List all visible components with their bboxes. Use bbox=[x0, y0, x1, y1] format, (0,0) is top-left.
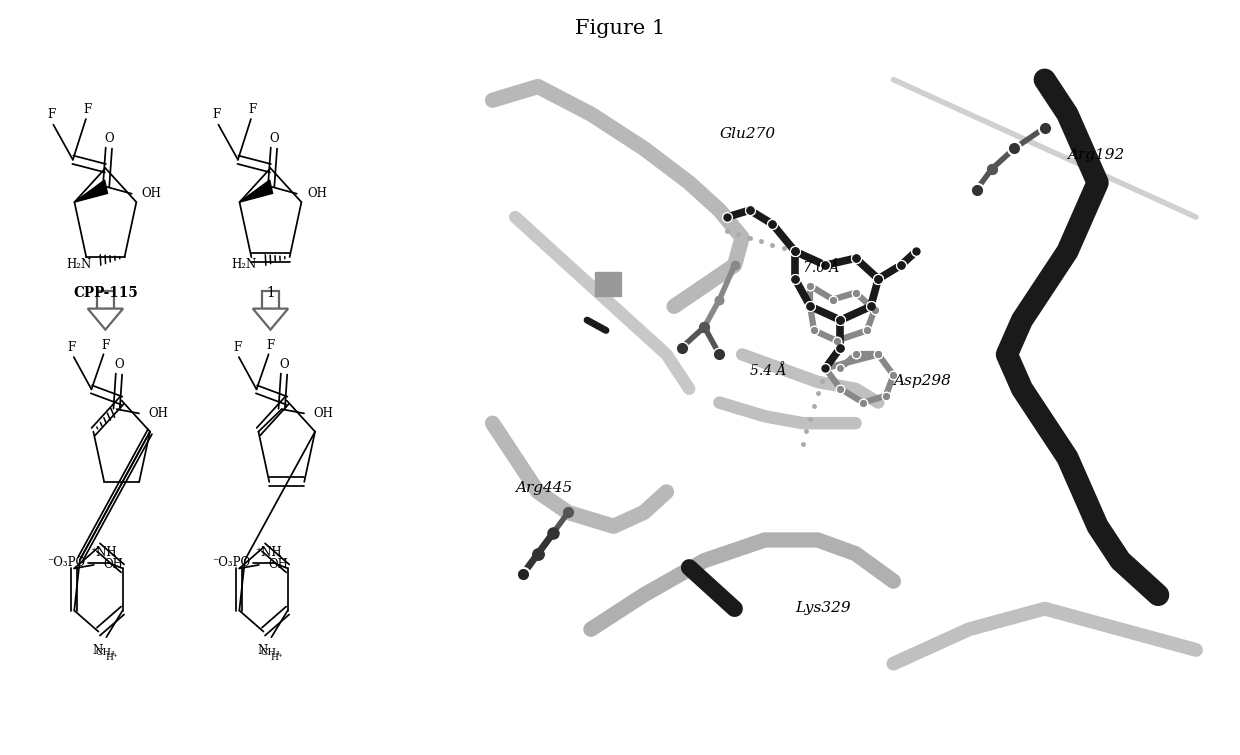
Text: H₂N: H₂N bbox=[67, 257, 92, 270]
Text: Figure 1: Figure 1 bbox=[575, 19, 665, 38]
Text: Arg192: Arg192 bbox=[1068, 148, 1125, 162]
Text: Glu270: Glu270 bbox=[719, 127, 775, 141]
Text: CH₃: CH₃ bbox=[95, 649, 115, 658]
Text: O: O bbox=[104, 132, 114, 146]
Text: CH₃: CH₃ bbox=[260, 649, 280, 658]
Text: F: F bbox=[249, 103, 257, 116]
Text: OH: OH bbox=[314, 407, 334, 420]
Polygon shape bbox=[97, 291, 114, 309]
Polygon shape bbox=[74, 180, 108, 202]
Text: Lys329: Lys329 bbox=[795, 601, 851, 615]
Text: ⁻O₃PO: ⁻O₃PO bbox=[47, 556, 84, 569]
Text: Asp298: Asp298 bbox=[893, 374, 951, 388]
Polygon shape bbox=[262, 291, 279, 309]
Polygon shape bbox=[253, 309, 288, 330]
Text: F: F bbox=[233, 341, 241, 354]
Text: F: F bbox=[102, 339, 109, 352]
Text: 7.0 Å: 7.0 Å bbox=[802, 261, 839, 275]
Text: F: F bbox=[212, 108, 221, 122]
Polygon shape bbox=[88, 309, 123, 330]
Text: OH: OH bbox=[308, 187, 327, 200]
Text: O: O bbox=[269, 132, 279, 146]
Text: H⁺: H⁺ bbox=[272, 652, 284, 661]
Text: OH: OH bbox=[268, 559, 288, 572]
Text: 1: 1 bbox=[267, 286, 275, 300]
Text: F: F bbox=[83, 103, 92, 116]
Text: O: O bbox=[279, 359, 289, 371]
Text: ⁺NH: ⁺NH bbox=[91, 547, 117, 559]
Text: OH: OH bbox=[141, 187, 161, 200]
Text: O: O bbox=[114, 359, 124, 371]
Polygon shape bbox=[239, 180, 273, 202]
Text: H⁺: H⁺ bbox=[105, 652, 119, 661]
Text: CPP-115: CPP-115 bbox=[73, 286, 138, 300]
Text: N: N bbox=[258, 644, 268, 658]
Text: F: F bbox=[267, 339, 274, 352]
Text: 5.4 Å: 5.4 Å bbox=[750, 364, 786, 378]
Text: Arg445: Arg445 bbox=[516, 481, 573, 495]
Text: ⁺NH: ⁺NH bbox=[255, 547, 281, 559]
Text: OH: OH bbox=[103, 559, 123, 572]
Text: OH: OH bbox=[149, 407, 169, 420]
Text: H₂N: H₂N bbox=[232, 257, 257, 270]
Text: N: N bbox=[92, 644, 103, 658]
Text: F: F bbox=[68, 341, 76, 354]
Bar bbox=[595, 272, 621, 296]
Text: ⁻O₃PO: ⁻O₃PO bbox=[212, 556, 250, 569]
Text: F: F bbox=[47, 108, 56, 122]
